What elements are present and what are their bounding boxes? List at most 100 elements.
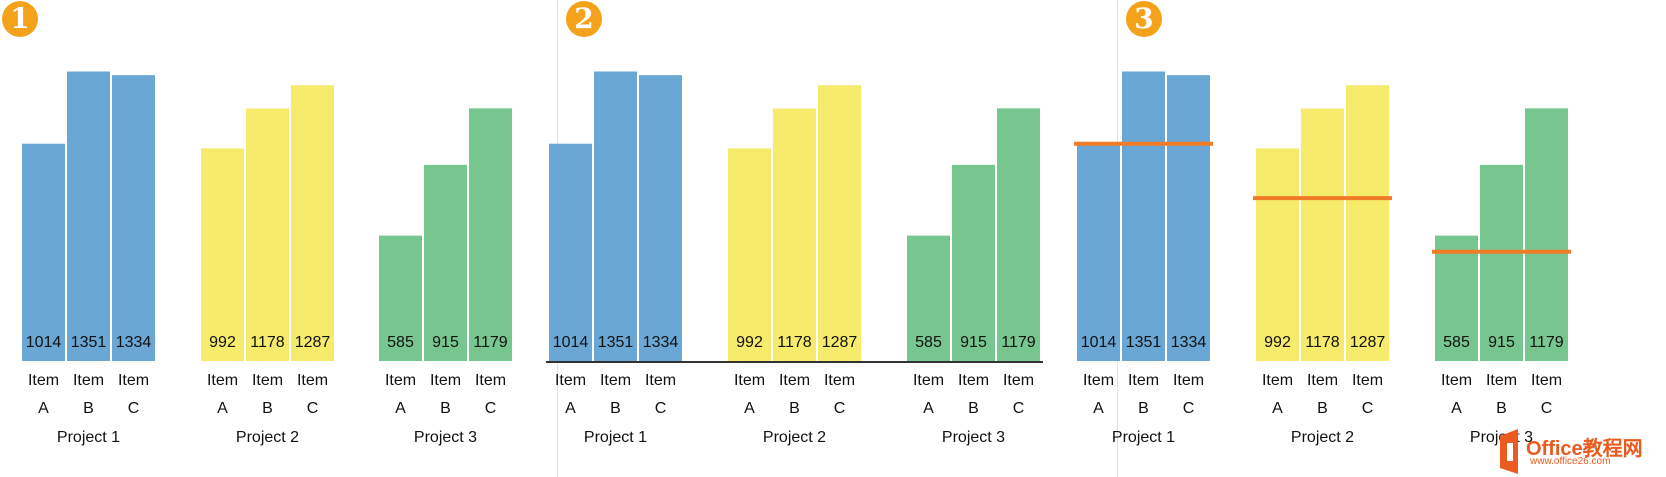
tick-label: A (923, 400, 934, 417)
data-label: 1351 (598, 334, 634, 351)
data-label: 1014 (553, 334, 589, 351)
tick-label: Item (645, 372, 676, 389)
tick-label: C (1013, 400, 1025, 417)
data-label: 1178 (250, 334, 285, 351)
bar (469, 108, 512, 361)
data-label: 1179 (1001, 334, 1036, 351)
tick-label: A (1451, 400, 1462, 417)
tick-label: B (789, 400, 800, 417)
tick-label: Item (73, 372, 104, 389)
data-label: 585 (387, 334, 414, 351)
bar (22, 143, 65, 361)
tick-label: Item (1003, 372, 1034, 389)
tick-label: Item (430, 372, 461, 389)
tick-label: A (1093, 400, 1104, 417)
tick-label: B (262, 400, 273, 417)
group-label: Project 1 (57, 429, 120, 446)
tick-label: B (1138, 400, 1149, 417)
tick-label: Item (555, 372, 586, 389)
data-label: 1179 (473, 334, 508, 351)
data-label: 1334 (643, 334, 679, 351)
watermark-url: www.office26.com (1530, 456, 1611, 467)
data-label: 585 (915, 334, 942, 351)
data-label: 992 (209, 334, 236, 351)
tick-label: B (610, 400, 621, 417)
tick-label: Item (297, 372, 328, 389)
group-label: Project 2 (1291, 429, 1354, 446)
data-label: 915 (432, 334, 459, 351)
data-label: 1179 (1529, 334, 1564, 351)
group-label: Project 3 (942, 429, 1005, 446)
tick-label: Item (385, 372, 416, 389)
tick-label: B (83, 400, 94, 417)
group-label: Project 1 (584, 429, 647, 446)
step-badge-2: 2 (566, 1, 602, 37)
tick-label: Item (824, 372, 855, 389)
tick-label: A (1272, 400, 1283, 417)
tick-label: Item (207, 372, 238, 389)
data-label: 1287 (1350, 334, 1386, 351)
bar (594, 71, 637, 361)
bar (1077, 143, 1120, 361)
tick-label: A (744, 400, 755, 417)
bar (1480, 164, 1523, 361)
tick-label: Item (28, 372, 59, 389)
data-label: 585 (1443, 334, 1470, 351)
bar (818, 85, 861, 361)
tick-label: Item (1531, 372, 1562, 389)
step-badge-3: 3 (1126, 1, 1162, 37)
bar (997, 108, 1040, 361)
bar (379, 235, 422, 361)
tick-label: C (307, 400, 319, 417)
bar (112, 75, 155, 362)
group-label: Project 3 (414, 429, 477, 446)
group-label: Project 2 (763, 429, 826, 446)
data-label: 992 (1264, 334, 1291, 351)
group-label: Project 1 (1112, 429, 1175, 446)
bar (773, 108, 816, 361)
tick-label: Item (1128, 372, 1159, 389)
bar (1346, 85, 1389, 361)
tick-label: C (1183, 400, 1195, 417)
tick-label: Item (1173, 372, 1204, 389)
tick-label: Item (1486, 372, 1517, 389)
tick-label: Item (475, 372, 506, 389)
data-label: 1287 (295, 334, 331, 351)
bar (67, 71, 110, 361)
bar (549, 143, 592, 361)
tick-label: Item (600, 372, 631, 389)
tick-label: A (38, 400, 49, 417)
data-label: 1334 (1171, 334, 1207, 351)
bar (424, 164, 467, 361)
watermark-title: Office教程网 (1526, 438, 1643, 460)
tick-label: B (968, 400, 979, 417)
tick-label: C (1362, 400, 1374, 417)
bar (291, 85, 334, 361)
group-label: Project 2 (236, 429, 299, 446)
step-badge-1: 1 (2, 1, 38, 37)
tick-label: A (217, 400, 228, 417)
bar (201, 148, 244, 361)
bar (728, 148, 771, 361)
bar (1167, 75, 1210, 362)
tick-label: C (1541, 400, 1553, 417)
data-label: 1351 (71, 334, 107, 351)
data-label: 1334 (116, 334, 152, 351)
tick-label: Item (913, 372, 944, 389)
tick-label: Item (1307, 372, 1338, 389)
data-label: 915 (1488, 334, 1515, 351)
tick-label: C (655, 400, 667, 417)
data-label: 1014 (1081, 334, 1117, 351)
bar (1435, 235, 1478, 361)
bar (1256, 148, 1299, 361)
tick-label: B (1496, 400, 1507, 417)
data-label: 992 (736, 334, 763, 351)
tick-label: Item (118, 372, 149, 389)
tick-label: C (834, 400, 846, 417)
tick-label: A (395, 400, 406, 417)
tick-label: Item (958, 372, 989, 389)
tick-label: Item (252, 372, 283, 389)
tick-label: Item (1352, 372, 1383, 389)
